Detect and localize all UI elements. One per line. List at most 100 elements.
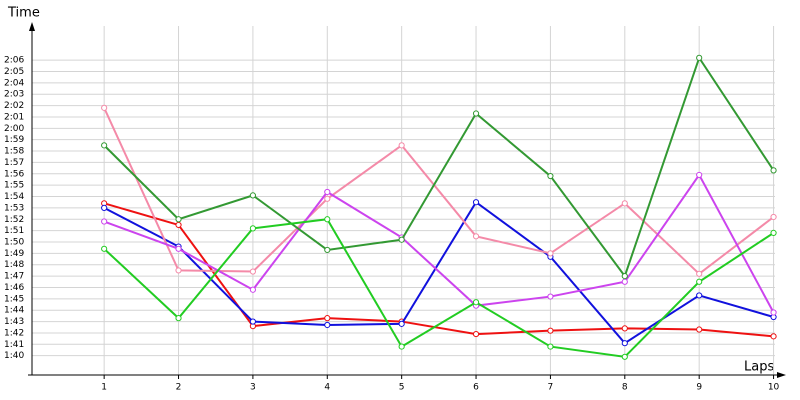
x-tick-label: 5 [399, 383, 405, 393]
x-tick-label: 2 [176, 383, 182, 393]
y-tick-label: 1:44 [4, 306, 24, 316]
data-point [770, 229, 777, 236]
data-point [472, 199, 480, 206]
y-tick-label: 2:02 [4, 101, 24, 111]
data-point [324, 195, 331, 202]
x-axis-title: Laps [744, 360, 774, 375]
y-tick-label: 2:05 [4, 67, 24, 77]
data-point [547, 327, 554, 334]
y-tick-label: 1:43 [4, 317, 24, 327]
data-point [101, 218, 108, 225]
x-axis-arrow [777, 372, 786, 378]
series-line [103, 107, 775, 276]
y-tick-label: 2:00 [4, 124, 24, 134]
y-tick-label: 1:42 [4, 328, 24, 338]
data-point [547, 250, 554, 257]
x-tick-label: 4 [324, 383, 330, 393]
y-tick-label: 1:58 [4, 147, 24, 157]
y-tick-label: 1:46 [4, 283, 24, 293]
y-tick-label: 1:47 [4, 272, 24, 282]
y-tick-label: 1:56 [4, 169, 24, 179]
data-point [547, 172, 554, 180]
y-tick-label: 2:01 [4, 112, 24, 122]
data-point [696, 270, 703, 277]
x-tick-label: 8 [622, 383, 628, 393]
y-tick-label: 2:04 [4, 78, 24, 88]
data-point [175, 315, 182, 322]
data-point [101, 104, 108, 111]
data-point [472, 110, 480, 117]
y-tick-label: 1:49 [4, 249, 24, 259]
y-tick-label: 1:48 [4, 260, 24, 270]
y-tick-label: 1:51 [4, 226, 24, 236]
y-tick-label: 1:59 [4, 135, 24, 145]
data-point [696, 326, 703, 333]
y-tick-label: 1:53 [4, 203, 24, 213]
y-tick-label: 1:54 [4, 192, 24, 202]
y-axis-title: Time [7, 6, 40, 21]
data-point [696, 292, 703, 299]
x-tick-label: 1 [101, 383, 107, 393]
data-point [249, 286, 257, 293]
y-tick-label: 1:40 [4, 351, 24, 361]
data-point [770, 167, 777, 174]
series-line [103, 55, 775, 279]
data-point [324, 188, 331, 196]
data-point [696, 171, 703, 179]
data-point [101, 245, 108, 252]
x-tick-label: 6 [473, 383, 479, 393]
x-tick-label: 7 [548, 383, 554, 393]
data-point [621, 325, 628, 332]
data-point [472, 330, 480, 338]
y-axis-arrow [29, 22, 35, 31]
data-point [770, 309, 777, 316]
y-tick-label: 2:06 [4, 56, 24, 66]
data-point [398, 320, 405, 327]
data-point [175, 216, 182, 223]
data-point [398, 142, 405, 149]
data-point [101, 204, 108, 211]
data-point [249, 225, 257, 232]
y-tick-label: 1:41 [4, 340, 24, 350]
data-point [101, 142, 108, 149]
plot-area [101, 54, 777, 360]
data-point [621, 272, 628, 280]
series-line [103, 173, 775, 313]
data-point [472, 233, 480, 240]
y-tick-label: 1:50 [4, 237, 24, 247]
data-point [621, 200, 628, 207]
data-point [324, 321, 331, 329]
data-point [547, 293, 554, 300]
data-point [249, 318, 257, 325]
data-point [696, 54, 703, 61]
series-line [103, 202, 774, 338]
data-point [770, 213, 777, 221]
data-point [249, 192, 257, 199]
grid: 1:401:41 1:421:431:44 1:451:461:47 1:481:49… [4, 26, 780, 393]
x-tick-label: 9 [696, 383, 702, 393]
data-point [621, 340, 628, 347]
data-point [696, 278, 703, 285]
data-point [175, 221, 182, 229]
data-point [621, 353, 628, 360]
data-point [249, 268, 257, 275]
x-tick-label: 3 [250, 383, 256, 393]
data-point [770, 333, 777, 340]
y-tick-label: 1:55 [4, 181, 24, 191]
y-tick-label: 1:57 [4, 158, 24, 168]
y-tick-label: 1:52 [4, 215, 24, 225]
data-point [175, 267, 182, 274]
data-point [324, 216, 331, 223]
data-point [398, 343, 405, 350]
data-point [621, 278, 628, 285]
x-tick-label: 10 [768, 383, 780, 393]
y-tick-label: 2:03 [4, 90, 24, 100]
data-point [175, 245, 182, 252]
data-point [547, 343, 554, 350]
y-tick-label: 1:45 [4, 294, 24, 304]
data-point [472, 299, 480, 306]
series-line [103, 218, 775, 358]
data-point [324, 246, 331, 254]
data-point [324, 315, 331, 322]
